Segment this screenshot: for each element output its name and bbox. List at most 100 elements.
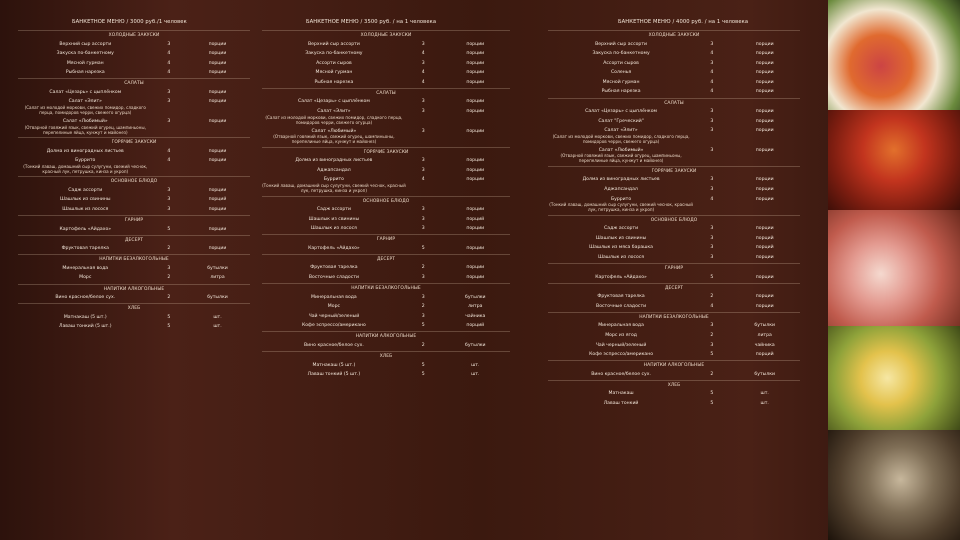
menu-item-name-block: Шашлык из свинины bbox=[18, 197, 153, 203]
menu-item-name-block: Лаваш тонкий (5 шт.) bbox=[18, 324, 153, 330]
menu-item: Картофель «Айдахо» 5 порции bbox=[18, 225, 250, 235]
menu-item: Минеральная вода 3 бутылки bbox=[548, 322, 800, 332]
menu-item-name: Верхний сыр ассорти bbox=[307, 41, 360, 47]
menu-item-name-block: Верхний сыр ассорти bbox=[262, 42, 406, 48]
menu-item-qty: 4 bbox=[710, 79, 714, 85]
menu-item-unit: порции bbox=[466, 51, 485, 57]
menu-item-name-block: Ассорти сыров bbox=[262, 61, 406, 67]
menu-item-unit: порции bbox=[466, 167, 485, 173]
menu-item-unit: порции bbox=[466, 226, 485, 232]
menu-item-qty: 5 bbox=[710, 274, 714, 280]
menu-item-unit: порции bbox=[755, 109, 774, 115]
menu-item-qty: 3 bbox=[710, 235, 714, 241]
menu-item-unit: порции bbox=[466, 70, 485, 76]
section-title: САЛАТЫ bbox=[262, 87, 510, 98]
menu-item-name: Долма из виноградных листьев bbox=[295, 158, 373, 164]
menu-item: Рыбная нарезка 4 порции bbox=[18, 69, 250, 79]
menu-item-name-block: Садж ассорти bbox=[262, 207, 406, 213]
menu-item-name-block: Закуска по-банкетному bbox=[18, 51, 153, 57]
menu-item: Чай черный/зеленый 3 чайника bbox=[262, 312, 510, 322]
menu-item-qty: 5 bbox=[421, 372, 425, 378]
menu-item-name: Закуска по-банкетному bbox=[592, 51, 650, 57]
menu-item-qty: 2 bbox=[421, 342, 425, 348]
menu-item: Аджапсандал 3 порции bbox=[548, 186, 800, 196]
menu-item-unit: порций bbox=[208, 197, 227, 203]
menu-item: Салат «Элит» (Салат из молодой моркови, с… bbox=[548, 127, 800, 147]
menu-item: Салат «Любимый» (Отварной говяжий язык, с… bbox=[18, 118, 250, 138]
menu-item: Мясной гурман 4 порции bbox=[548, 78, 800, 88]
section-title: ХЛЕБ bbox=[262, 351, 510, 361]
menu-item-unit: порции bbox=[755, 255, 774, 260]
menu-item: Матнакаш 5 шт. bbox=[548, 390, 800, 400]
menu-item-unit: чайника bbox=[754, 342, 775, 348]
menu-item-name: Минеральная вода bbox=[598, 323, 644, 329]
menu-item-name-block: Минеральная вода bbox=[262, 295, 406, 301]
menu-item-description: (Отварной говяжий язык, свежий огурец, ш… bbox=[273, 134, 395, 145]
menu-item-name: Ассорти сыров bbox=[316, 60, 352, 66]
menu-item-unit: порции bbox=[208, 51, 227, 57]
menu-item-qty: 3 bbox=[167, 187, 171, 193]
menu-item-qty: 3 bbox=[710, 128, 714, 134]
menu-body-2: ХОЛОДНЫЕ ЗАКУСКИ Верхний сыр ассорти 3 порц… bbox=[262, 30, 510, 380]
menu-item-name-block: Буррито (Тонкий лаваш, домашний сыр сулуг… bbox=[262, 177, 406, 193]
menu-item-name: Салат «Элит» bbox=[68, 99, 102, 105]
menu-item-qty: 2 bbox=[167, 275, 171, 281]
menu-item-qty: 5 bbox=[421, 323, 425, 329]
section-title: ГОРЯЧИЕ ЗАКУСКИ bbox=[262, 146, 510, 157]
menu-item-name-block: Восточные сладости bbox=[548, 304, 694, 310]
menu-item: Салат «Элит» (Салат из молодой моркови, с… bbox=[262, 108, 510, 128]
menu-item-name: Шашлык из лосося bbox=[62, 207, 109, 213]
menu-item-name: Шашлык из мяса барашка bbox=[589, 245, 653, 251]
menu-item-unit: бутылки bbox=[754, 371, 775, 377]
menu-item: Лаваш тонкий 5 шт. bbox=[548, 399, 800, 409]
menu-item: Верхний сыр ассорти 3 порции bbox=[18, 40, 250, 50]
menu-item-qty: 3 bbox=[710, 118, 714, 124]
menu-item-name-block: Ассорти сыров bbox=[548, 61, 694, 67]
menu-item-qty: 3 bbox=[421, 60, 425, 66]
menu-item-qty: 5 bbox=[421, 362, 425, 368]
menu-item-name-block: Соленья bbox=[548, 70, 694, 76]
menu-item-unit: бутылки bbox=[207, 295, 228, 300]
menu-column-3: БАНКЕТНОЕ МЕНЮ / 4000 руб. / на 1 челове… bbox=[548, 0, 800, 540]
menu-item-qty: 4 bbox=[421, 177, 425, 183]
menu-item-qty: 3 bbox=[710, 177, 714, 183]
menu-item: Садж ассорти 3 порции bbox=[262, 206, 510, 216]
menu-item-unit: порции bbox=[755, 79, 774, 85]
menu-item: Рыбная нарезка 4 порции bbox=[548, 88, 800, 98]
menu-item-name-block: Рыбная нарезка bbox=[262, 80, 406, 86]
menu-item: Вино красное/белое сух. 2 бутылки bbox=[548, 370, 800, 380]
menu-item-name: Салат «Цезарь» с цыплёнком bbox=[49, 89, 122, 95]
menu-item-unit: шт. bbox=[213, 314, 222, 320]
menu-item: Шашлык из лосося 3 порции bbox=[262, 225, 510, 235]
menu-item: Салат «Цезарь» с цыплёнком 3 порции bbox=[262, 98, 510, 108]
menu-item: Ассорти сыров 3 порции bbox=[548, 59, 800, 69]
menu-item-unit: порции bbox=[208, 60, 227, 66]
menu-item-qty: 3 bbox=[710, 187, 714, 193]
menu-item-name: Салат «Цезарь» с цыплёнком bbox=[585, 109, 657, 115]
menu-item-unit: порции bbox=[208, 158, 227, 164]
menu-item-unit: порции bbox=[208, 89, 227, 95]
menu-item-name: Аджапсандал bbox=[317, 167, 351, 173]
menu-header-1: БАНКЕТНОЕ МЕНЮ / 3000 руб./1 человек bbox=[72, 19, 187, 25]
section-title: ГОРЯЧИЕ ЗАКУСКИ bbox=[18, 137, 250, 147]
menu-item: Морс 2 литра bbox=[18, 274, 250, 284]
menu-item-name: Салат «Элит» bbox=[604, 128, 638, 134]
menu-item-name: Восточные сладости bbox=[308, 275, 359, 280]
menu-item-name-block: Салат «Элит» (Салат из молодой моркови, с… bbox=[262, 109, 406, 125]
menu-item-name: Шашлык из свинины bbox=[595, 235, 647, 241]
menu-item-name: Шашлык из лосося bbox=[310, 226, 357, 232]
menu-item-name: Лаваш тонкий (5 шт.) bbox=[59, 324, 112, 330]
menu-item-qty: 5 bbox=[710, 352, 714, 358]
food-photo bbox=[828, 430, 960, 540]
menu-item-unit: порции bbox=[755, 89, 774, 95]
menu-item-unit: порции bbox=[466, 265, 485, 271]
menu-item-qty: 3 bbox=[421, 99, 425, 105]
menu-item: Закуска по-банкетному 4 порции bbox=[262, 50, 510, 60]
menu-item: Шашлык из лосося 3 порции bbox=[18, 206, 250, 216]
menu-item-unit: порции bbox=[466, 245, 485, 251]
menu-item-name: Соленья bbox=[610, 70, 632, 76]
menu-item-qty: 3 bbox=[710, 60, 714, 66]
section-title: САЛАТЫ bbox=[548, 97, 800, 108]
menu-item-unit: порции bbox=[208, 99, 227, 105]
menu-item-name-block: Шашлык из мяса барашка bbox=[548, 245, 694, 251]
